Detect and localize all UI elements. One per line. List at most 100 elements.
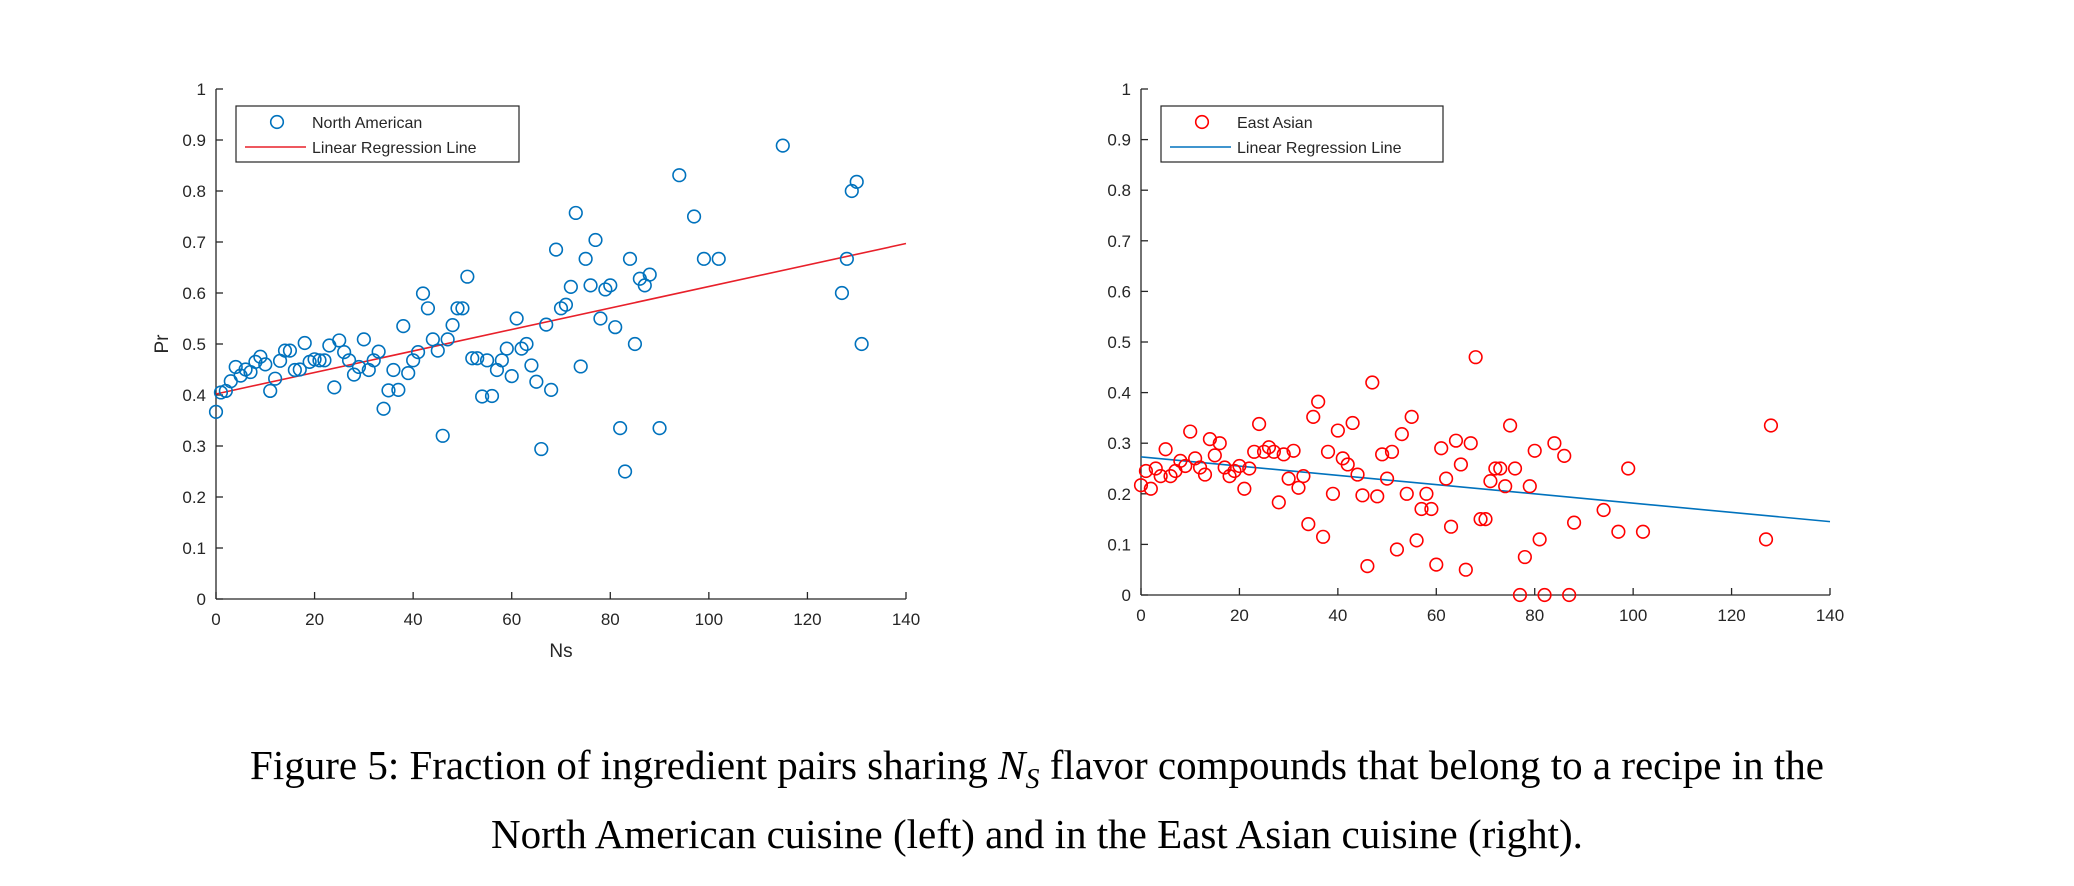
data-point [282,343,298,358]
regression-line [1140,456,1831,523]
x-tick-label: 120 [793,610,821,629]
y-tick-label: 0.2 [182,488,206,507]
data-point [1138,463,1154,479]
legend-marker-circle [269,114,285,130]
data-point [327,380,342,395]
y-tick-label: 0.9 [1107,131,1131,150]
data-point [775,138,790,153]
y-tick-label: 0.4 [182,386,206,405]
data-point [460,269,475,284]
data-point [1379,471,1395,486]
legend-box [1160,105,1444,163]
x-tick-label: 20 [305,610,324,629]
data-point [1478,511,1493,527]
data-point [287,362,302,378]
data-point [1261,440,1277,455]
data-point [1237,481,1252,496]
data-point [1399,486,1414,501]
data-point [519,336,534,352]
y-tick-label: 0.7 [182,233,206,252]
data-point [494,353,509,368]
data-point [489,362,505,378]
caption-line-2: North American cuisine (left) and in the… [491,811,1583,858]
data-point [1370,489,1385,504]
data-point [1232,458,1247,474]
data-point [415,286,431,301]
y-tick-label: 0.8 [1107,181,1131,200]
chart-left-north-american: 0 20 40 60 80 100 120 140 0 0.1 0.2 0.3 0.4 0.5 0.6 0.7… [152,80,920,662]
data-point [1443,519,1459,534]
data-point [1434,441,1449,456]
data-point [1488,461,1503,476]
data-point [1635,524,1651,539]
data-point [228,359,243,375]
y-tick-label: 0.4 [1107,384,1131,403]
y-tick-label: 0.1 [1107,535,1131,554]
x-tick-label: 0 [211,610,220,629]
data-point [1611,524,1626,539]
data-point [1458,562,1473,577]
data-point [479,353,495,368]
data-point [307,352,322,367]
x-tick-label: 80 [1525,606,1544,625]
data-point [396,319,411,334]
data-point [1453,457,1468,472]
data-point [465,351,480,366]
data-point [1562,587,1577,603]
data-point [696,251,712,266]
data-point [1311,394,1326,409]
data-point [1306,409,1321,424]
data-point [1247,444,1262,459]
y-tick-label: 0.6 [182,284,206,303]
x-tick-label: 120 [1717,606,1745,625]
data-point [1596,502,1611,518]
data-point [1212,436,1227,451]
y-tick-label: 0.9 [182,131,206,150]
data-point [1389,542,1405,557]
data-point [1355,488,1370,503]
data-point [1493,461,1508,476]
x-axis-title: Ns [549,641,572,662]
y-tick-label: 0.5 [182,335,206,354]
y-tick-label: 1 [197,80,206,99]
y-tick-label: 0.3 [1107,434,1131,453]
data-point [1345,415,1360,431]
data-point [834,285,850,301]
data-point [208,404,224,419]
data-point [1532,532,1547,547]
data-point [568,205,583,221]
data-point [406,353,421,368]
data-point [1222,468,1237,484]
data-point [1394,426,1409,442]
data-point [563,279,578,294]
data-point [435,428,450,443]
data-point [1365,375,1380,390]
x-tick-label: 60 [502,610,521,629]
data-point [1507,461,1523,476]
data-point [1409,533,1424,548]
legend-marker-circle [1194,114,1210,130]
data-point [1133,478,1149,493]
chart-right-east-asian: 0 20 40 60 80 100 120 140 0 0.1 0.2 0.3 0.4 0.5 0.6 0.7… [1107,80,1844,625]
data-point [588,232,603,248]
caption-ns-symbol: NS [998,742,1040,796]
data-point [420,301,436,316]
data-point [292,362,307,377]
data-point [1315,529,1331,544]
data-point [1202,432,1217,447]
data-point [1256,444,1272,459]
data-point [277,343,293,358]
data-point [445,318,460,333]
data-point [1252,416,1267,432]
data-point [1242,461,1257,476]
y-tick-label: 0.6 [1107,282,1131,301]
data-point [573,359,588,374]
data-point [1566,515,1582,530]
data-point [652,421,667,436]
data-point [558,297,574,312]
data-point [376,401,391,416]
y-tick-label: 0 [1122,586,1131,605]
data-point [1758,532,1774,547]
data-point [849,174,864,189]
data-point [1463,436,1478,451]
